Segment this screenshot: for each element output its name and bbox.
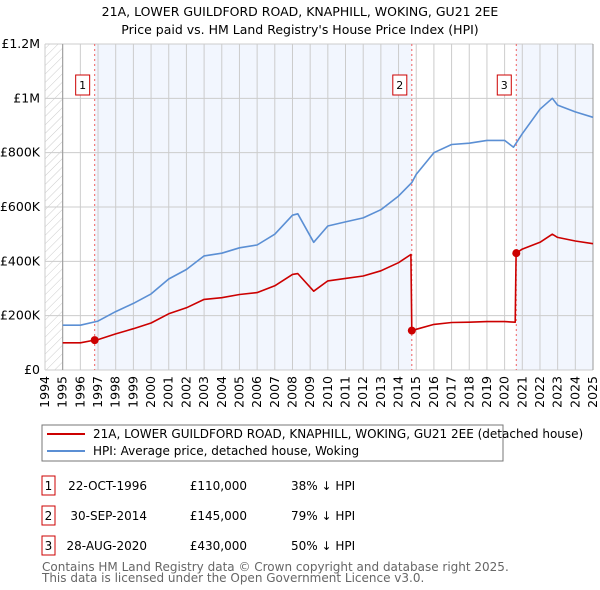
x-tick-label: 2017 <box>444 376 459 408</box>
sale-number: 2 <box>45 509 53 523</box>
sale-date: 28-AUG-2020 <box>67 539 148 553</box>
footer-line-2: This data is licensed under the Open Gov… <box>41 571 424 585</box>
x-tick-label: 2023 <box>550 376 565 408</box>
x-tick-label: 2000 <box>143 376 158 408</box>
x-tick-label: 2009 <box>302 376 317 408</box>
sale-price: £145,000 <box>190 509 247 523</box>
sale-number: 3 <box>45 539 53 553</box>
sales-table: 1 22-OCT-1996 £110,000 38% ↓ HPI 2 30-SEP-201… <box>41 475 355 556</box>
x-tick-label: 2004 <box>214 376 229 408</box>
x-tick-label: 2012 <box>355 376 370 408</box>
x-tick-label: 2015 <box>408 376 423 408</box>
x-tick-label: 1998 <box>108 376 123 408</box>
sale-date: 30-SEP-2014 <box>70 509 147 523</box>
x-tick-label: 1996 <box>72 376 87 408</box>
y-tick-label: £200K <box>0 308 41 323</box>
x-tick-label: 2005 <box>231 376 246 408</box>
sale-number: 1 <box>45 479 53 493</box>
sale-hpi-diff: 50% ↓ HPI <box>291 539 355 553</box>
legend: 21A, LOWER GUILDFORD ROAD, KNAPHILL, WOK… <box>41 424 583 462</box>
chart-subtitle: Price paid vs. HM Land Registry's House … <box>121 22 478 37</box>
sale-point <box>90 336 99 345</box>
sale-label-number: 2 <box>396 79 403 92</box>
y-tick-label: £800K <box>0 145 41 160</box>
sale-label-number: 3 <box>501 79 508 92</box>
x-tick-label: 2022 <box>532 376 547 408</box>
x-tick-label: 2006 <box>249 376 264 408</box>
x-tick-label: 2011 <box>338 376 353 408</box>
sale-hpi-diff: 38% ↓ HPI <box>291 479 355 493</box>
x-tick-label: 2010 <box>320 376 335 408</box>
sale-number-box <box>41 505 56 526</box>
x-tick-label: 2003 <box>196 376 211 408</box>
chart-title: 21A, LOWER GUILDFORD ROAD, KNAPHILL, WOK… <box>102 4 499 19</box>
sale-price: £110,000 <box>190 479 247 493</box>
sale-label-box <box>75 74 91 96</box>
x-tick-label: 2025 <box>585 376 600 408</box>
footer-line-1: Contains HM Land Registry data © Crown c… <box>42 560 509 574</box>
sale-label-number: 1 <box>79 79 86 92</box>
sale-number-box <box>41 475 56 496</box>
legend-label-hpi: HPI: Average price, detached house, Woki… <box>93 444 359 458</box>
x-tick-label: 2002 <box>178 376 193 408</box>
y-tick-label: £400K <box>0 253 41 268</box>
sale-point <box>512 249 521 258</box>
sale-number-box <box>41 535 56 556</box>
x-tick-label: 2014 <box>391 376 406 408</box>
y-tick-label: £0 <box>24 362 40 377</box>
x-tick-label: 1994 <box>37 376 52 408</box>
x-tick-label: 2013 <box>373 376 388 408</box>
sale-label-box <box>392 74 408 96</box>
sale-date: 22-OCT-1996 <box>68 479 147 493</box>
y-tick-label: £1.2M <box>1 36 40 51</box>
x-tick-label: 2021 <box>514 376 529 408</box>
x-tick-label: 2018 <box>461 376 476 408</box>
sale-price: £430,000 <box>190 539 247 553</box>
x-tick-label: 2019 <box>479 376 494 408</box>
x-tick-label: 2024 <box>567 376 582 408</box>
hpi-line <box>62 97 594 327</box>
x-tick-label: 2016 <box>426 376 441 408</box>
sale-point <box>407 326 416 335</box>
y-tick-label: £1M <box>13 90 40 105</box>
x-tick-label: 1997 <box>90 376 105 408</box>
x-tick-label: 2020 <box>497 376 512 408</box>
legend-label-property: 21A, LOWER GUILDFORD ROAD, KNAPHILL, WOK… <box>93 427 583 441</box>
x-tick-label: 2007 <box>267 376 282 408</box>
x-tick-label: 2008 <box>284 376 299 408</box>
sale-label-box <box>496 74 512 96</box>
sale-hpi-diff: 79% ↓ HPI <box>291 509 355 523</box>
property-price-line <box>62 233 594 344</box>
x-tick-label: 1999 <box>125 376 140 408</box>
x-tick-label: 1995 <box>55 376 70 408</box>
x-tick-label: 2001 <box>161 376 176 408</box>
y-tick-label: £600K <box>0 199 41 214</box>
